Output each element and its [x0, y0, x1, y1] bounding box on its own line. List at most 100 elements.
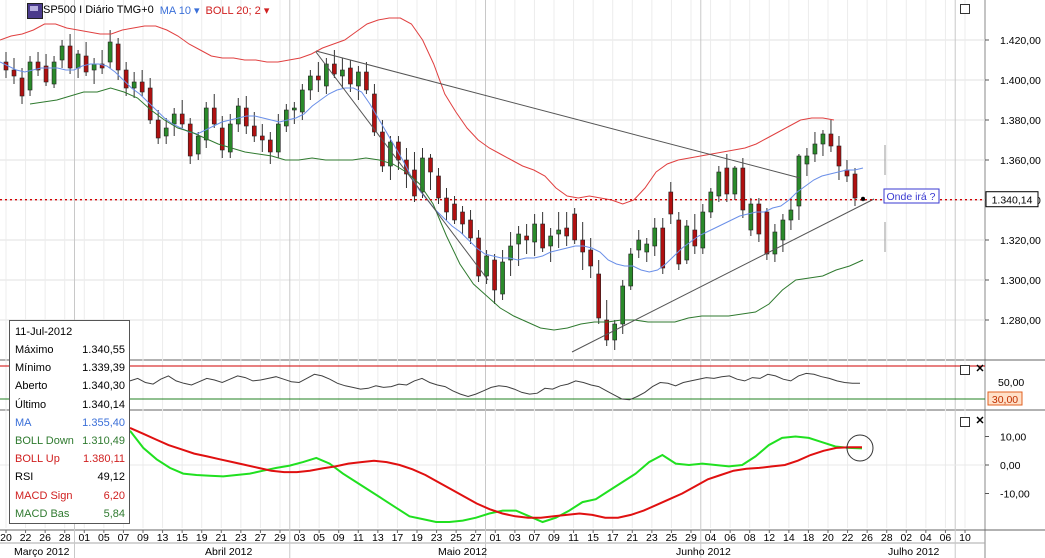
candle-body — [292, 107, 297, 111]
month-label: Abril 2012 — [205, 546, 252, 558]
price-tick-label: 1.300,00 — [1000, 275, 1041, 287]
candle-body — [836, 145, 842, 167]
candle-body — [123, 69, 129, 89]
candle-body — [748, 203, 754, 231]
candle-body — [163, 127, 169, 137]
rsi-marker-label: 30,00 — [992, 394, 1018, 406]
day-tick-label: 15 — [176, 532, 188, 544]
macd-tick-label: 10,00 — [1000, 432, 1026, 444]
day-tick-label: 05 — [98, 532, 110, 544]
candle-body — [524, 235, 529, 241]
candle-body — [268, 139, 273, 153]
info-label: Máximo — [15, 344, 54, 356]
candle-body — [364, 71, 369, 91]
candle-body — [171, 113, 177, 125]
candle-body — [91, 63, 97, 71]
rsi-line — [129, 372, 860, 401]
info-value: 1.310,49 — [82, 435, 125, 447]
price-tick-label: 1.400,00 — [1000, 75, 1041, 87]
boll-indicator-label[interactable]: BOLL 20; 2 ▾ — [205, 4, 270, 17]
candle-body — [43, 65, 49, 83]
candle-body — [227, 123, 233, 153]
price-tick-label: 1.280,00 — [1000, 315, 1041, 327]
candle-body — [852, 173, 858, 199]
info-value: 1.340,55 — [82, 344, 125, 356]
candle-body — [436, 175, 441, 199]
candle-body — [812, 143, 818, 155]
candle-body — [788, 209, 794, 221]
candle-body — [564, 227, 569, 237]
maximize-rsi-panel-button[interactable] — [960, 365, 970, 375]
candle-body — [548, 235, 553, 247]
trendline-support — [571, 198, 875, 353]
candle-body — [572, 213, 577, 241]
day-tick-label: 17 — [607, 532, 619, 544]
candle-body — [796, 155, 802, 207]
day-tick-label: 20 — [822, 532, 834, 544]
day-tick-label: 20 — [0, 532, 12, 544]
day-tick-label: 27 — [255, 532, 267, 544]
info-label: MACD Sign — [15, 489, 73, 502]
day-tick-label: 11 — [353, 532, 364, 544]
candle-body — [828, 133, 834, 147]
day-tick-label: 09 — [137, 532, 149, 544]
candle-body — [772, 231, 778, 255]
close-rsi-panel-icon[interactable]: ✕ — [975, 363, 985, 375]
day-tick-label: 21 — [626, 532, 638, 544]
candle-body — [203, 107, 209, 141]
candle-body — [340, 69, 345, 77]
price-tick-label: 1.380,00 — [1000, 115, 1041, 127]
candle-body — [652, 227, 658, 247]
candle-body — [396, 141, 401, 161]
info-date: 11-Jul-2012 — [15, 326, 73, 338]
day-tick-label: 19 — [196, 532, 208, 544]
ma-indicator-label[interactable]: MA 10 ▾ — [159, 4, 200, 17]
close-macd-panel-icon[interactable]: ✕ — [975, 415, 985, 427]
day-tick-label: 22 — [842, 532, 854, 544]
day-tick-label: 13 — [372, 532, 384, 544]
candle-body — [131, 81, 137, 89]
candle-body — [107, 41, 113, 63]
candle-body — [660, 227, 666, 269]
info-row-ultimo: Último 1.340,14 — [15, 396, 125, 414]
day-tick-label: 07 — [118, 532, 130, 544]
maximize-price-panel-button[interactable] — [960, 4, 970, 14]
day-tick-label: 05 — [313, 532, 325, 544]
candle-body — [284, 109, 289, 127]
candle-body — [300, 89, 305, 113]
candle-body — [540, 223, 545, 249]
candle-body — [115, 43, 121, 71]
candle-body — [668, 191, 674, 215]
candle-body — [500, 261, 505, 295]
info-label: MA — [15, 416, 32, 429]
day-tick-label: 04 — [705, 532, 717, 544]
day-tick-label: 14 — [783, 532, 795, 544]
day-tick-label: 23 — [431, 532, 443, 544]
info-row-macd-bas: MACD Bas 5,84 — [15, 505, 125, 523]
candle-body — [484, 255, 489, 277]
candle-body — [516, 233, 521, 245]
day-tick-label: 03 — [294, 532, 306, 544]
candle-body — [612, 323, 618, 341]
candle-body — [700, 211, 706, 249]
day-tick-label: 17 — [392, 532, 404, 544]
candle-body — [332, 63, 337, 75]
candle-body — [75, 53, 81, 69]
candle-body — [420, 157, 425, 193]
day-tick-label: 25 — [666, 532, 678, 544]
candle-body — [780, 219, 786, 241]
day-tick-label: 09 — [333, 532, 345, 544]
candle-body — [508, 245, 513, 261]
day-tick-label: 06 — [940, 532, 952, 544]
chart-header: SP500 I Diário TMG+0 MA 10 ▾ BOLL 20; 2 … — [43, 2, 269, 18]
instrument-label[interactable]: SP500 I Diário TMG+0 — [43, 4, 154, 16]
day-tick-label: 25 — [450, 532, 462, 544]
candle-body — [308, 75, 313, 91]
maximize-macd-panel-button[interactable] — [960, 417, 970, 427]
info-row-aberto: Aberto 1.340,30 — [15, 377, 125, 395]
annotation-box — [883, 188, 940, 204]
candle-body — [468, 219, 473, 239]
candle-body — [51, 61, 57, 85]
month-label: Maio 2012 — [438, 546, 487, 558]
